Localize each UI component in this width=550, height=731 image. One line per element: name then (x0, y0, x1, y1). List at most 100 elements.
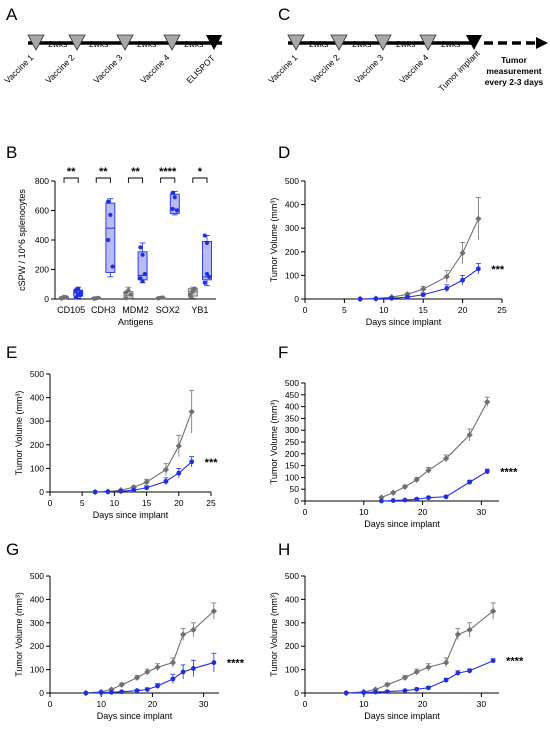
y-tick-label: 250 (285, 437, 299, 447)
y-axis-label: Tumor Volume (mm³) (269, 592, 279, 677)
y-tick-label: 300 (285, 223, 299, 233)
panel-letter-f: F (278, 343, 288, 362)
data-point-control (160, 295, 165, 300)
significance-label: **** (227, 658, 245, 670)
y-tick-label: 400 (285, 200, 299, 210)
x-tick-label: 5 (80, 498, 85, 508)
data-point-control (59, 296, 64, 301)
interval-label: 2wks (309, 39, 328, 49)
interval-label: 2wks (48, 39, 67, 49)
x-tick-label: 10 (359, 699, 369, 709)
series-line-control (346, 610, 494, 694)
x-tick-label: 30 (199, 699, 209, 709)
interval-label: 2wks (396, 39, 415, 49)
series-line-vaccine (346, 660, 494, 694)
data-point-vaccine (140, 252, 145, 257)
y-tick-label: 400 (35, 235, 49, 245)
data-point-control (454, 631, 461, 638)
data-point-vaccine (414, 686, 420, 692)
data-point-vaccine (180, 669, 186, 675)
y-axis-label: Tumor Volume (mm³) (14, 592, 24, 677)
chart-g-tumor-growth: 0 100 200 300 400 500 0 10 20 30 Days since implan… (14, 571, 245, 721)
panel-letter-c: C (278, 5, 290, 24)
x-tick-label: 0 (48, 498, 53, 508)
data-point-control (484, 398, 491, 405)
y-tick-label: 400 (30, 393, 44, 403)
y-axis-label: Tumor Volume (mm³) (269, 400, 279, 485)
y-tick-label: 150 (285, 461, 299, 471)
y-tick-label: 300 (285, 425, 299, 435)
panel-letter-d: D (278, 143, 290, 162)
y-tick-label: 200 (285, 641, 299, 651)
x-axis-label: Days since implant (364, 519, 440, 529)
data-point-vaccine (170, 676, 176, 682)
chart-e-tumor-growth: 0 100 200 300 400 500 0 5 10 15 20 25 Days since imp… (14, 369, 218, 520)
x-tick-label: 15 (142, 498, 152, 508)
data-point-control (420, 285, 427, 293)
data-point-control (190, 289, 195, 294)
data-point-vaccine (172, 195, 177, 200)
chart-b-elispot: 0 200 400 600 800 CD105 CDH3 MDM2 SOX2 YB1 Antigen… (17, 166, 216, 327)
y-tick-label: 200 (30, 440, 44, 450)
significance-bracket (160, 177, 176, 183)
y-tick-label: 100 (30, 665, 44, 675)
y-tick-label: 200 (285, 247, 299, 257)
data-point-control (175, 442, 182, 450)
data-point-vaccine (189, 459, 195, 465)
x-tick-label: 20 (148, 699, 158, 709)
data-point-control (425, 664, 432, 671)
data-point-vaccine (73, 288, 79, 293)
chart-d-tumor-growth: 0 100 200 300 400 500 0 5 10 15 20 25 Days since imp… (269, 176, 507, 327)
x-tick-label: 0 (303, 507, 308, 517)
y-tick-label: 50 (290, 484, 300, 494)
data-point-vaccine (144, 687, 150, 692)
data-point-vaccine (373, 689, 378, 695)
data-point-vaccine (426, 495, 431, 501)
data-point-vaccine (490, 658, 496, 664)
data-point-control (413, 668, 420, 676)
y-axis-label: cSPW / 10^6 splenocytes (17, 189, 27, 291)
data-point-vaccine (131, 487, 137, 493)
event-label: ELISPOT (184, 53, 216, 85)
significance-label: ** (131, 166, 140, 178)
event-label: Vaccine 4 (138, 52, 171, 85)
category-label: CDH3 (91, 305, 116, 315)
category-label: CD105 (57, 305, 85, 315)
data-point-vaccine (118, 488, 124, 494)
x-tick-label: 0 (48, 699, 53, 709)
data-point-control (162, 466, 170, 473)
event-label: Tumor implant (436, 48, 482, 94)
event-label: Vaccine 1 (2, 52, 35, 85)
series-line-control (95, 411, 193, 493)
data-point-vaccine (402, 497, 408, 503)
data-point-control (154, 664, 161, 671)
data-point-vaccine (98, 690, 104, 695)
data-point-control (156, 296, 161, 301)
series-line-vaccine (360, 268, 479, 300)
significance-label: **** (506, 656, 524, 668)
data-point-control (401, 483, 409, 490)
data-point-vaccine (467, 668, 473, 674)
data-point-control (384, 681, 391, 688)
data-point-vaccine (174, 208, 180, 213)
series-line-control (85, 610, 215, 694)
significance-label: ** (99, 166, 108, 178)
event-label: Vaccine 3 (91, 52, 124, 85)
data-point-vaccine (109, 689, 114, 695)
data-point-vaccine (475, 266, 481, 272)
y-tick-label: 300 (285, 618, 299, 628)
data-point-vaccine (373, 296, 379, 302)
data-point-control (188, 292, 193, 297)
significance-bracket (95, 177, 111, 183)
data-point-vaccine (108, 212, 113, 218)
data-point-control (443, 273, 450, 280)
y-tick-label: 800 (35, 176, 49, 186)
data-point-vaccine (379, 498, 384, 504)
data-point-vaccine (155, 683, 160, 689)
x-tick-label: 20 (458, 305, 468, 315)
data-point-vaccine (83, 690, 89, 696)
vaccine-marker-icon (27, 34, 45, 51)
data-point-vaccine (78, 293, 83, 298)
timeline-c: 2wks 2wks 2wks 2wks Vaccine 1 Vaccine 2 … (266, 34, 548, 94)
event-label: Vaccine 2 (308, 52, 341, 85)
